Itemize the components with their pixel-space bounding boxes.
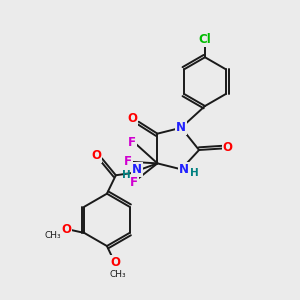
Text: O: O bbox=[91, 149, 101, 162]
Text: CH₃: CH₃ bbox=[110, 270, 126, 279]
Text: N: N bbox=[176, 121, 186, 134]
Text: F: F bbox=[124, 155, 132, 168]
Text: H: H bbox=[122, 170, 130, 180]
Text: O: O bbox=[110, 256, 120, 269]
Text: O: O bbox=[223, 140, 233, 154]
Text: N: N bbox=[179, 163, 189, 176]
Text: F: F bbox=[128, 136, 136, 149]
Text: CH₃: CH₃ bbox=[44, 231, 61, 240]
Text: Cl: Cl bbox=[199, 33, 212, 46]
Text: H: H bbox=[190, 168, 199, 178]
Text: O: O bbox=[127, 112, 137, 125]
Text: F: F bbox=[130, 176, 138, 189]
Text: N: N bbox=[132, 164, 142, 176]
Text: O: O bbox=[61, 223, 71, 236]
